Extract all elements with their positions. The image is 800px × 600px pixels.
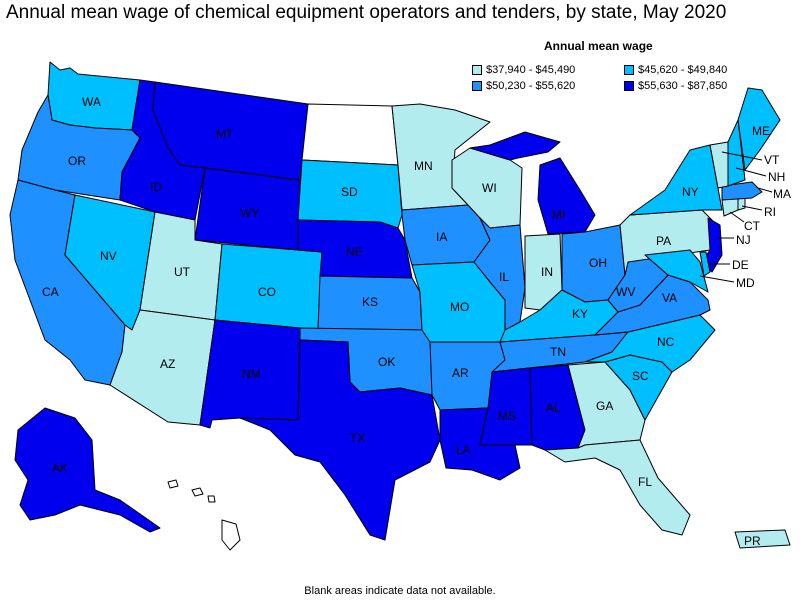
legend-item-bin-4: $55,630 - $87,850 xyxy=(624,80,727,92)
label-WA: WA xyxy=(82,95,101,109)
legend-item-bin-1: $37,940 - $45,490 xyxy=(472,64,575,76)
label-PA: PA xyxy=(656,234,671,248)
label-ME: ME xyxy=(752,124,770,138)
label-VT: VT xyxy=(764,153,780,167)
label-CT: CT xyxy=(744,219,761,233)
label-AK: AK xyxy=(52,461,68,475)
label-GA: GA xyxy=(596,399,613,413)
label-TX: TX xyxy=(350,431,365,445)
label-DE: DE xyxy=(732,258,749,272)
state-RI[interactable] xyxy=(737,197,746,211)
label-FL: FL xyxy=(638,475,652,489)
legend-label: $55,630 - $87,850 xyxy=(638,80,728,92)
label-OR: OR xyxy=(68,154,86,168)
label-TN: TN xyxy=(550,345,566,359)
label-NM: NM xyxy=(242,367,261,381)
label-VA: VA xyxy=(662,291,677,305)
label-NY: NY xyxy=(682,185,699,199)
label-MA: MA xyxy=(773,187,791,201)
state-labels: WA OR CA ID NV MT WY UT AZ CO NM SD NE K… xyxy=(42,95,791,548)
legend-label: $37,940 - $45,490 xyxy=(486,64,576,76)
state-CT[interactable] xyxy=(721,197,739,217)
legend-label: $50,230 - $55,620 xyxy=(486,80,576,92)
state-DE[interactable] xyxy=(699,251,711,277)
state-MD[interactable] xyxy=(644,249,709,293)
map-title: Annual mean wage of chemical equipment o… xyxy=(6,2,727,23)
label-MS: MS xyxy=(498,409,516,423)
state-HI[interactable] xyxy=(167,479,241,551)
state-PR[interactable] xyxy=(734,529,791,549)
label-IN: IN xyxy=(541,265,553,279)
label-SC: SC xyxy=(632,369,649,383)
label-OK: OK xyxy=(378,355,395,369)
state-MA[interactable] xyxy=(721,181,763,201)
label-IL: IL xyxy=(499,270,509,284)
state-AK[interactable] xyxy=(14,407,161,533)
label-AL: AL xyxy=(546,401,561,415)
label-MO: MO xyxy=(450,300,469,314)
label-CO: CO xyxy=(258,285,276,299)
label-MT: MT xyxy=(216,127,234,141)
state-ND[interactable] xyxy=(301,103,399,166)
label-CA: CA xyxy=(42,285,59,299)
label-WY: WY xyxy=(240,206,259,220)
label-MN: MN xyxy=(414,159,433,173)
legend-label: $45,620 - $49,840 xyxy=(638,64,728,76)
state-TX[interactable] xyxy=(239,339,441,541)
legend-item-bin-2: $45,620 - $49,840 xyxy=(624,64,727,76)
label-NJ: NJ xyxy=(736,233,751,247)
label-NH: NH xyxy=(768,170,785,184)
label-AR: AR xyxy=(452,366,469,380)
label-MI: MI xyxy=(552,208,565,222)
label-OH: OH xyxy=(589,256,607,270)
state-MI[interactable] xyxy=(469,131,596,235)
label-UT: UT xyxy=(174,265,191,279)
label-MD: MD xyxy=(736,276,755,290)
label-KS: KS xyxy=(362,295,378,309)
label-LA: LA xyxy=(456,443,471,457)
label-IA: IA xyxy=(436,230,447,244)
legend-swatch xyxy=(472,65,482,75)
label-NE: NE xyxy=(346,245,363,259)
state-NY[interactable] xyxy=(629,144,723,216)
state-FL[interactable] xyxy=(544,439,691,536)
label-WI: WI xyxy=(482,181,497,195)
legend-swatch xyxy=(624,65,634,75)
legend-swatch xyxy=(472,81,482,91)
label-NC: NC xyxy=(657,335,675,349)
label-WV: WV xyxy=(616,285,635,299)
label-ID: ID xyxy=(150,180,162,194)
label-NV: NV xyxy=(100,249,117,263)
label-KY: KY xyxy=(572,307,588,321)
label-PR: PR xyxy=(744,534,761,548)
legend-title: Annual mean wage xyxy=(544,39,653,53)
footnote: Blank areas indicate data not available. xyxy=(304,585,496,597)
label-AZ: AZ xyxy=(160,357,175,371)
label-RI: RI xyxy=(764,205,776,219)
legend-swatch xyxy=(624,81,634,91)
legend-item-bin-3: $50,230 - $55,620 xyxy=(472,80,575,92)
label-SD: SD xyxy=(341,185,358,199)
